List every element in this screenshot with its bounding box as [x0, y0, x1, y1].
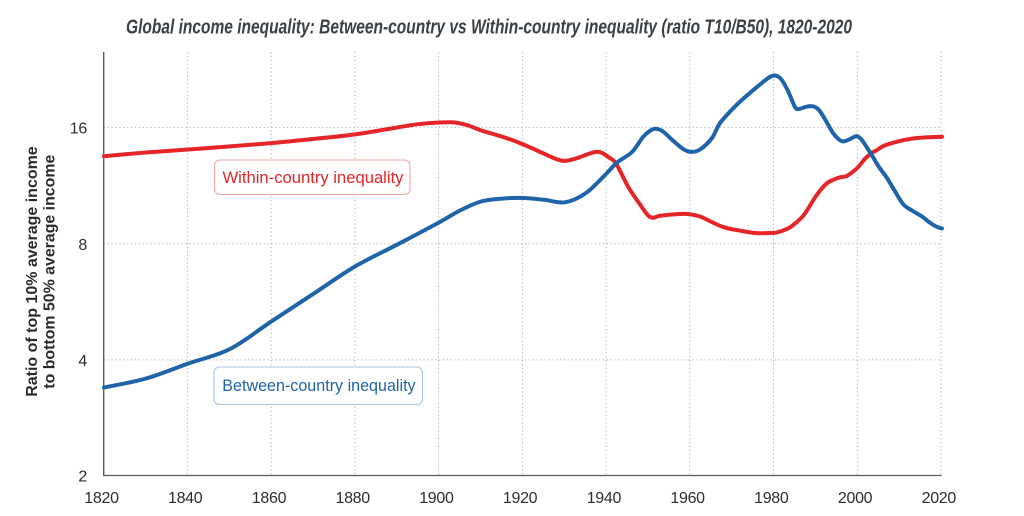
svg-text:1880: 1880	[335, 490, 370, 507]
svg-text:Ratio of top 10% average incom: Ratio of top 10% average income	[24, 146, 41, 397]
svg-text:2000: 2000	[838, 490, 873, 507]
svg-text:1920: 1920	[503, 490, 538, 507]
svg-text:1840: 1840	[168, 490, 203, 507]
svg-text:2: 2	[78, 469, 87, 486]
svg-text:to bottom 50% average income: to bottom 50% average income	[42, 155, 59, 389]
svg-text:8: 8	[78, 237, 87, 254]
svg-text:Global income inequality: Betw: Global income inequality: Between-countr…	[126, 17, 852, 39]
svg-text:4: 4	[78, 353, 87, 370]
svg-text:16: 16	[70, 121, 88, 138]
svg-text:Between-country inequality: Between-country inequality	[222, 376, 416, 395]
svg-text:2020: 2020	[922, 490, 957, 507]
svg-text:1960: 1960	[670, 490, 705, 507]
svg-text:1860: 1860	[252, 490, 287, 507]
svg-text:Within-country inequality: Within-country inequality	[223, 168, 404, 187]
svg-text:1980: 1980	[754, 490, 789, 507]
svg-text:1940: 1940	[587, 490, 622, 507]
svg-text:1820: 1820	[84, 490, 119, 507]
svg-text:1900: 1900	[419, 490, 454, 507]
